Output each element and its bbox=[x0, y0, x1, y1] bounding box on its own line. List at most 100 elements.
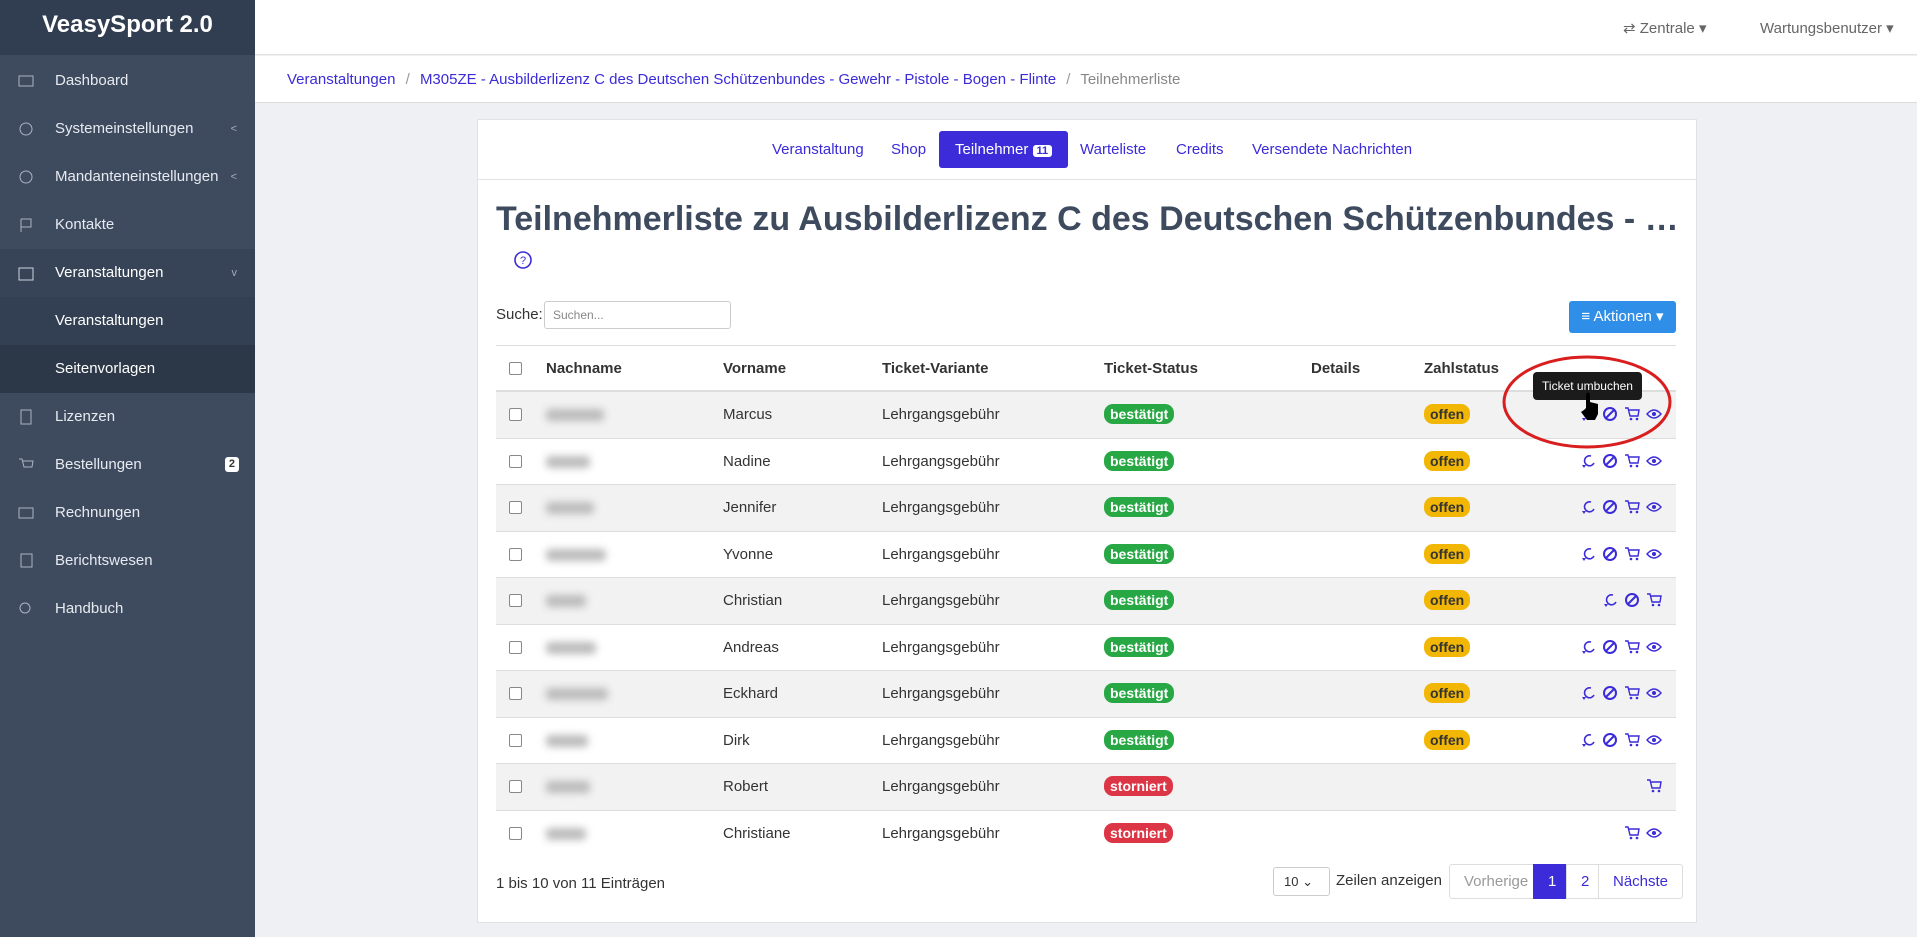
action-icon[interactable] bbox=[1602, 546, 1618, 562]
crumb-link[interactable]: Veranstaltungen bbox=[287, 71, 396, 88]
action-icon[interactable] bbox=[1646, 499, 1662, 515]
row-actions bbox=[1602, 592, 1662, 608]
annotation-circle bbox=[1502, 355, 1672, 449]
action-icon[interactable] bbox=[1602, 453, 1618, 469]
payment-status: offen bbox=[1424, 392, 1471, 438]
nav-item[interactable]: Systemeinstellungen < bbox=[0, 105, 255, 153]
tab-active[interactable]: Teilnehmer 11 bbox=[939, 131, 1069, 168]
header-cell[interactable]: Ticket-Variante bbox=[882, 360, 989, 377]
header-cell[interactable]: Vorname bbox=[723, 360, 787, 377]
action-icon[interactable] bbox=[1646, 546, 1662, 562]
nav-item[interactable]: Mandanteneinstellungen < bbox=[0, 153, 255, 201]
action-icon[interactable] bbox=[1646, 685, 1662, 701]
action-icon[interactable] bbox=[1646, 453, 1662, 469]
help-icon[interactable]: ? bbox=[512, 250, 534, 272]
status-badge: bestätigt bbox=[1104, 497, 1175, 517]
action-icon[interactable] bbox=[1580, 732, 1596, 748]
nav-item[interactable]: Lizenzen bbox=[0, 393, 255, 441]
nav-subitem[interactable]: Seitenvorlagen bbox=[0, 345, 255, 393]
ticket-status: bestätigt bbox=[1104, 625, 1175, 671]
checkbox[interactable] bbox=[509, 547, 522, 561]
checkbox[interactable] bbox=[509, 826, 522, 840]
ticket-variant: Lehrgangsgebühr bbox=[882, 731, 1000, 749]
action-icon[interactable] bbox=[1646, 639, 1662, 655]
action-icon[interactable] bbox=[1602, 592, 1618, 608]
action-icon[interactable] bbox=[1624, 825, 1640, 841]
checkbox[interactable] bbox=[509, 362, 522, 375]
action-icon[interactable] bbox=[1624, 546, 1640, 562]
action-icon[interactable] bbox=[1624, 685, 1640, 701]
page-size-select[interactable]: 10 ⌄ bbox=[1273, 867, 1330, 896]
nav-item[interactable]: Kontakte bbox=[0, 201, 255, 249]
action-icon[interactable] bbox=[1602, 685, 1618, 701]
checkbox[interactable] bbox=[509, 454, 522, 468]
row-actions bbox=[1580, 453, 1662, 469]
tab[interactable]: Shop bbox=[891, 141, 927, 158]
checkbox[interactable] bbox=[509, 640, 522, 654]
action-icon[interactable] bbox=[1646, 825, 1662, 841]
action-icon[interactable] bbox=[1580, 685, 1596, 701]
page-prev[interactable]: Vorherige bbox=[1449, 864, 1544, 899]
table-row: Dirk Lehrgangsgebühr bestätigt offen bbox=[496, 716, 1676, 764]
checkbox[interactable] bbox=[509, 594, 522, 607]
vorname: Christiane bbox=[723, 824, 791, 842]
checkbox[interactable] bbox=[509, 501, 522, 514]
nav-item[interactable]: Bestellungen 2 bbox=[0, 441, 255, 489]
nav-subitem[interactable]: Veranstaltungen bbox=[0, 297, 255, 345]
status-badge: storniert bbox=[1104, 776, 1173, 796]
action-icon[interactable] bbox=[1624, 732, 1640, 748]
tab[interactable]: Credits bbox=[1176, 141, 1224, 158]
tab[interactable]: Veranstaltung bbox=[772, 141, 864, 158]
action-icon[interactable] bbox=[1646, 778, 1662, 794]
nav-label: Veranstaltungen bbox=[55, 264, 164, 281]
page-size: 10 bbox=[1284, 874, 1299, 889]
table-row: Christian Lehrgangsgebühr bestätigt offen bbox=[496, 577, 1676, 624]
header-cell[interactable]: Nachname bbox=[546, 360, 622, 377]
action-icon[interactable] bbox=[1624, 639, 1640, 655]
nav-item[interactable]: Berichtswesen bbox=[0, 537, 255, 585]
nav-item[interactable]: Dashboard bbox=[0, 57, 255, 105]
icon bbox=[20, 553, 33, 568]
actions-button[interactable]: ≡ Aktionen ▾ bbox=[1569, 301, 1676, 333]
crumb-link[interactable]: M305ZE - Ausbilderlizenz C des Deutschen… bbox=[419, 71, 1057, 88]
action-icon[interactable] bbox=[1580, 546, 1596, 562]
page-link[interactable]: 2 bbox=[1566, 864, 1605, 899]
action-icon[interactable] bbox=[1580, 499, 1596, 515]
nav-item[interactable]: Handbuch bbox=[0, 585, 255, 633]
location-menu[interactable]: ⇄ Zentrale ▾ bbox=[1623, 20, 1707, 37]
header-cell[interactable]: Zahlstatus bbox=[1424, 360, 1500, 377]
tab[interactable]: Warteliste bbox=[1080, 141, 1147, 158]
action-icon[interactable] bbox=[1646, 592, 1662, 608]
search-input[interactable]: Suchen... bbox=[544, 301, 731, 329]
action-icon[interactable] bbox=[1580, 453, 1596, 469]
action-icon[interactable] bbox=[1602, 499, 1618, 515]
checkbox[interactable] bbox=[509, 408, 522, 421]
nav-label: Seitenvorlagen bbox=[55, 360, 156, 377]
checkbox[interactable] bbox=[509, 733, 522, 747]
svg-text:?: ? bbox=[520, 255, 526, 267]
header-cell[interactable]: Ticket-Status bbox=[1104, 360, 1198, 377]
tab[interactable]: Versendete Nachrichten bbox=[1252, 141, 1413, 158]
user-menu[interactable]: Wartungsbenutzer ▾ bbox=[1760, 20, 1894, 37]
action-icon[interactable] bbox=[1602, 639, 1618, 655]
header-cell: Details bbox=[1311, 360, 1361, 377]
page-current[interactable]: 1 bbox=[1533, 864, 1572, 899]
action-icon[interactable] bbox=[1646, 732, 1662, 748]
payment-status: offen bbox=[1424, 532, 1471, 578]
checkbox[interactable] bbox=[509, 687, 522, 700]
nav-label: Berichtswesen bbox=[55, 552, 153, 569]
ticket-status: bestätigt bbox=[1104, 485, 1175, 531]
nav-item[interactable]: Rechnungen bbox=[0, 489, 255, 537]
blurred-name bbox=[546, 409, 604, 421]
ticket-status: bestätigt bbox=[1104, 578, 1175, 624]
nav-item[interactable]: Veranstaltungen v bbox=[0, 249, 255, 297]
action-icon[interactable] bbox=[1580, 639, 1596, 655]
checkbox[interactable] bbox=[509, 780, 522, 793]
action-icon[interactable] bbox=[1624, 592, 1640, 608]
tab-label: Teilnehmer bbox=[955, 141, 1029, 158]
tab-count: 11 bbox=[1032, 145, 1053, 157]
action-icon[interactable] bbox=[1624, 499, 1640, 515]
action-icon[interactable] bbox=[1624, 453, 1640, 469]
page-next[interactable]: Nächste bbox=[1598, 864, 1684, 899]
action-icon[interactable] bbox=[1602, 732, 1618, 748]
